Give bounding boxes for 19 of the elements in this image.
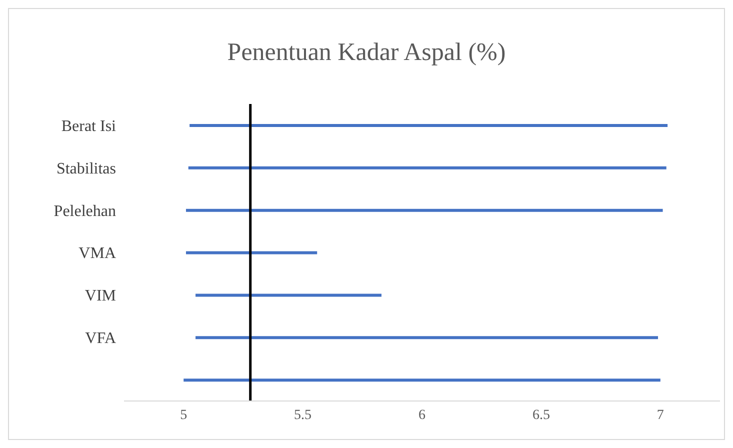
bar [186, 208, 663, 212]
y-tick-label: Pelelehan [54, 202, 116, 220]
bar [196, 294, 382, 297]
bar [188, 166, 666, 170]
x-tick-label: 6 [418, 408, 426, 423]
y-tick-label: VMA [78, 245, 116, 262]
x-tick-label: 6.5 [532, 408, 550, 423]
chart-title: Penentuan Kadar Aspal (%) [226, 39, 507, 67]
bar [186, 251, 318, 254]
bar [190, 124, 668, 127]
bar [196, 336, 658, 340]
y-tick-label: VIM [84, 288, 116, 305]
y-tick-label: VFA [85, 330, 116, 348]
x-tick-label: 5 [180, 408, 188, 423]
x-tick-label: 7 [656, 408, 664, 423]
y-tick-label: Berat Isi [61, 118, 117, 135]
bar [184, 378, 660, 382]
y-tick-label: Stabilitas [56, 160, 116, 178]
x-tick-label: 5.5 [294, 408, 312, 423]
